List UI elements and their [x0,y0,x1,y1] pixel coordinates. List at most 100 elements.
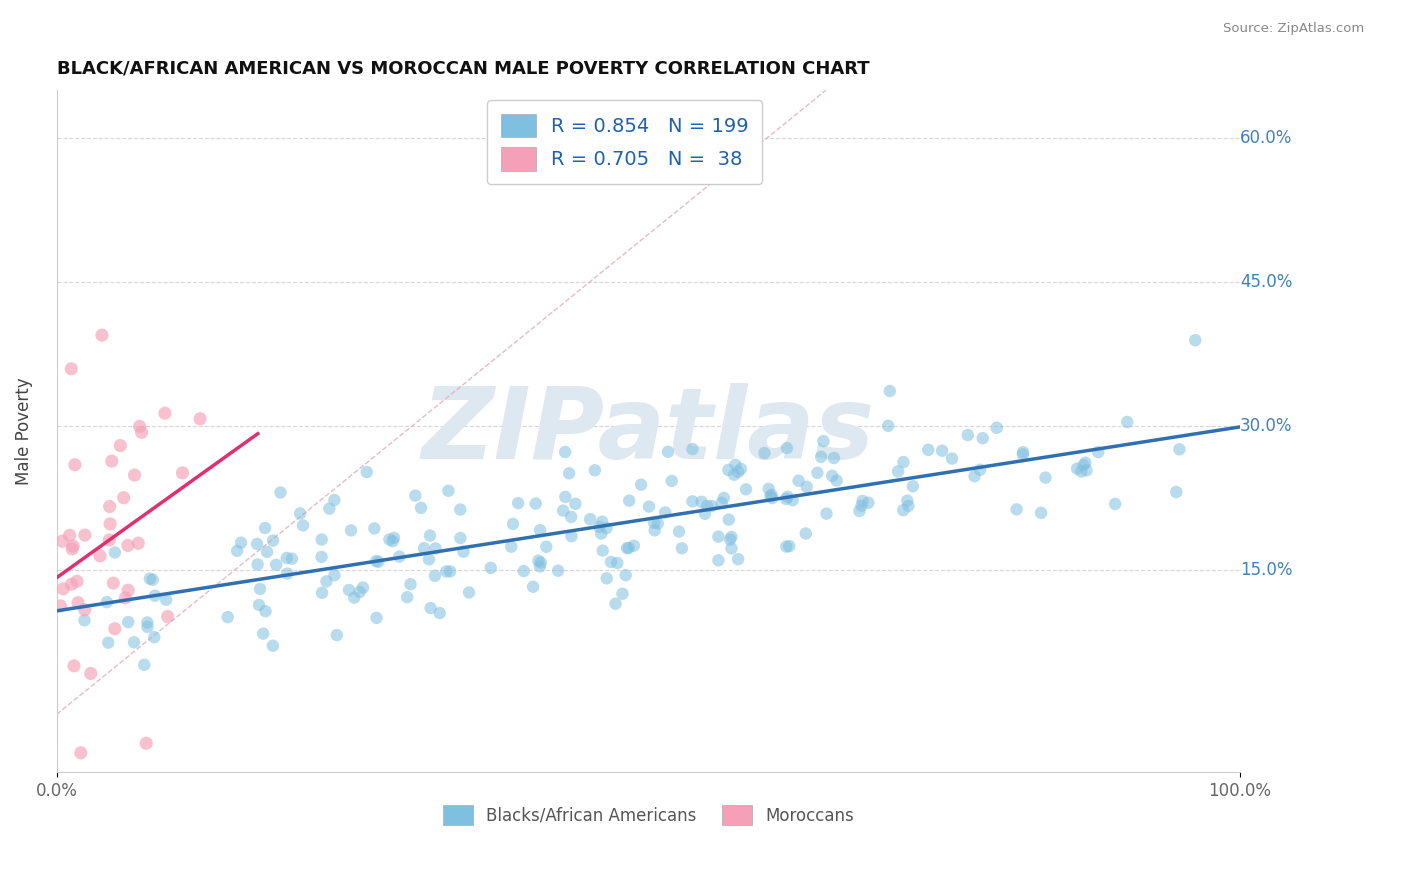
Point [529,523,551,537]
Point [682,442,704,456]
Point [693,507,716,521]
Point [754,446,776,460]
Point [103,576,125,591]
Point [409,500,432,515]
Point [97,635,120,649]
Point [787,474,810,488]
Point [591,526,613,541]
Point [963,469,986,483]
Point [110,439,132,453]
Point [117,538,139,552]
Point [891,503,914,517]
Point [595,571,617,585]
Point [449,531,471,545]
Point [969,463,991,477]
Point [127,536,149,550]
Point [340,524,363,538]
Point [66,596,89,610]
Point [619,493,641,508]
Point [142,573,165,587]
Point [823,450,845,465]
Point [254,521,277,535]
Point [378,533,401,547]
Point [413,541,436,556]
Point [727,465,749,479]
Point [606,556,628,570]
Point [122,635,145,649]
Point [1087,445,1109,459]
Point [188,411,211,425]
Point [51,534,73,549]
Point [281,551,304,566]
Point [813,434,835,449]
Point [418,552,440,566]
Point [479,561,502,575]
Point [758,482,780,496]
Point [1168,442,1191,457]
Point [630,477,652,491]
Point [155,592,177,607]
Point [217,610,239,624]
Point [1066,461,1088,475]
Point [696,499,718,513]
Point [419,528,441,542]
Point [89,549,111,563]
Point [657,445,679,459]
Point [131,425,153,440]
Point [246,537,269,551]
Point [775,491,797,506]
Point [501,540,523,554]
Point [560,509,582,524]
Point [254,604,277,618]
Point [794,526,817,541]
Point [1104,497,1126,511]
Point [560,529,582,543]
Point [356,465,378,479]
Point [1035,470,1057,484]
Legend: Blacks/African Americans, Moroccans: Blacks/African Americans, Moroccans [436,798,860,832]
Point [776,441,799,455]
Point [776,490,799,504]
Point [1011,447,1033,461]
Point [60,361,83,376]
Point [612,587,634,601]
Point [522,580,544,594]
Point [404,489,426,503]
Point [592,543,614,558]
Point [425,541,447,556]
Point [508,496,530,510]
Point [527,554,550,568]
Point [530,556,553,570]
Point [156,609,179,624]
Point [668,524,690,539]
Point [311,533,333,547]
Point [644,524,666,538]
Point [761,488,783,502]
Point [262,639,284,653]
Point [262,533,284,548]
Point [1074,456,1097,470]
Point [723,467,745,482]
Point [1116,415,1139,429]
Point [143,630,166,644]
Point [1005,502,1028,516]
Point [73,603,96,617]
Point [124,468,146,483]
Point [735,483,758,497]
Point [246,558,269,572]
Point [893,455,915,469]
Point [429,606,451,620]
Point [135,736,157,750]
Point [717,513,740,527]
Point [343,591,366,605]
Point [98,500,121,514]
Point [453,544,475,558]
Point [796,480,818,494]
Point [724,458,747,472]
Point [681,494,703,508]
Point [136,620,159,634]
Text: Source: ZipAtlas.com: Source: ZipAtlas.com [1223,22,1364,36]
Point [1012,445,1035,459]
Point [502,516,524,531]
Point [1073,458,1095,472]
